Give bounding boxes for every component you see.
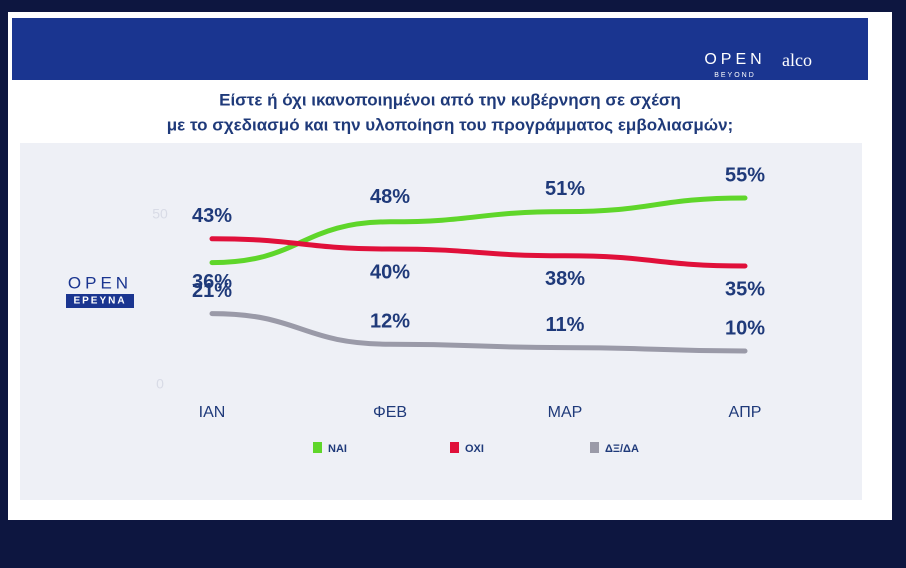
x-tick-label: ΙΑΝ bbox=[199, 404, 226, 421]
header-bar bbox=[12, 18, 868, 80]
y-tick-label: 50 bbox=[152, 206, 168, 222]
side-logo-research: ΕΡΕΥΝΑ bbox=[73, 296, 126, 307]
logo-open: OPEN bbox=[704, 51, 765, 68]
logo-beyond: BEYOND bbox=[714, 72, 756, 79]
legend-label: ΔΞ/ΔΑ bbox=[605, 443, 639, 455]
data-label: 12% bbox=[370, 310, 410, 332]
plot-area bbox=[20, 143, 862, 500]
data-label: 40% bbox=[370, 261, 410, 283]
data-label: 10% bbox=[725, 317, 765, 339]
data-label: 43% bbox=[192, 205, 232, 227]
x-tick-label: ΑΠΡ bbox=[729, 404, 762, 421]
side-logo-open: OPEN bbox=[68, 273, 132, 292]
chart-title: Είστε ή όχι ικανοποιημένοι από την κυβέρ… bbox=[219, 90, 681, 109]
chart-subtitle: με το σχεδιασμό και την υλοποίηση του πρ… bbox=[167, 115, 733, 134]
series-line bbox=[209, 236, 748, 269]
data-label: 51% bbox=[545, 178, 585, 200]
x-tick-label: ΜΑΡ bbox=[548, 404, 583, 421]
series-line bbox=[209, 311, 748, 354]
data-label: 11% bbox=[546, 314, 585, 336]
logo-alco: alco bbox=[782, 50, 812, 70]
side-logo-bar bbox=[66, 294, 134, 308]
data-label: 35% bbox=[725, 278, 765, 300]
legend-swatch bbox=[590, 442, 599, 453]
data-label: 48% bbox=[370, 186, 410, 208]
data-label: 21% bbox=[192, 280, 232, 302]
legend-swatch bbox=[313, 442, 322, 453]
data-label: 55% bbox=[725, 164, 765, 186]
data-label: 36% bbox=[192, 271, 232, 293]
legend-label: ΟΧΙ bbox=[465, 443, 484, 455]
x-tick-label: ΦΕΒ bbox=[373, 404, 407, 421]
legend-swatch bbox=[450, 442, 459, 453]
data-label: 38% bbox=[545, 268, 585, 290]
y-tick-label: 0 bbox=[156, 376, 164, 392]
legend-label: ΝΑΙ bbox=[328, 443, 347, 455]
